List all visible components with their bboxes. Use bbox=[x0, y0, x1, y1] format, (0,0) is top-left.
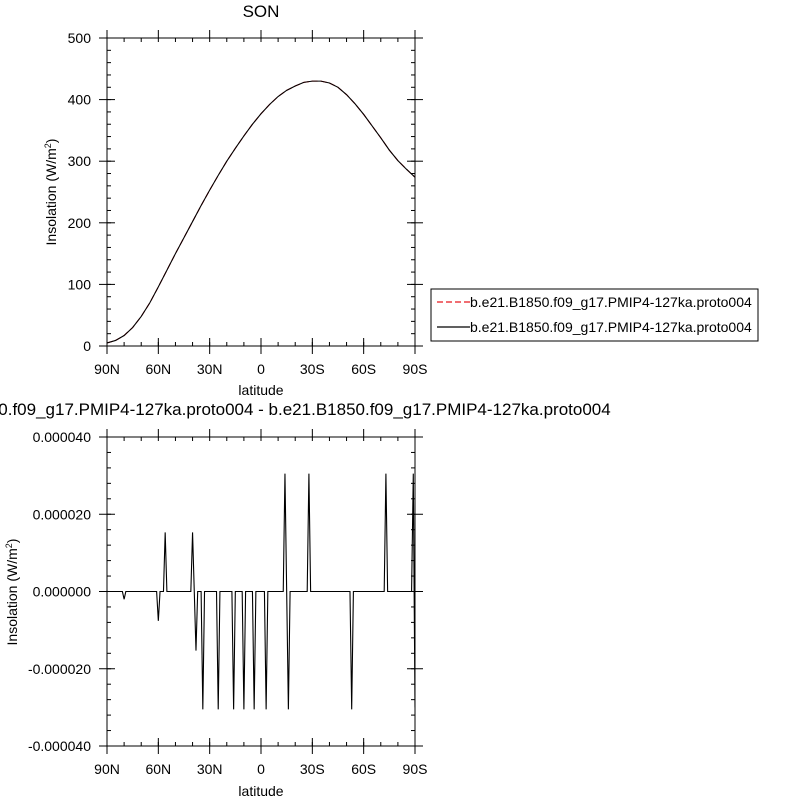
bottom-x-tick-label: 60S bbox=[351, 761, 376, 777]
top-plot-frame bbox=[106, 37, 416, 347]
bottom-y-tick-label: -0.000020 bbox=[28, 661, 91, 677]
top-x-tick-label: 30N bbox=[197, 361, 223, 377]
top-y-tick-label: 400 bbox=[68, 92, 92, 108]
bottom-y-tick-label: 0.000020 bbox=[33, 506, 92, 522]
bottom-plot-frame bbox=[106, 436, 416, 747]
top-y-tick-label: 300 bbox=[68, 153, 92, 169]
top-x-tick-label: 0 bbox=[257, 361, 265, 377]
bottom-y-label-tail: ) bbox=[4, 539, 20, 544]
top-x-tick-label: 90S bbox=[403, 361, 428, 377]
bottom-panel: b.e21.B1850.f09_g17.PMIP4-127ka.proto004… bbox=[0, 400, 611, 799]
top-series-line-2 bbox=[107, 80, 415, 344]
bottom-y-tick-label: 0.000040 bbox=[33, 429, 92, 445]
bottom-x-axis-label: latitude bbox=[238, 783, 283, 799]
top-x-tick-label: 30S bbox=[300, 361, 325, 377]
bottom-series-line-1 bbox=[107, 473, 415, 710]
top-y-label-main: Insolation (W/m bbox=[43, 148, 59, 245]
bottom-x-tick-label: 30S bbox=[300, 761, 325, 777]
bottom-x-tick-label: 30N bbox=[197, 761, 223, 777]
top-y-tick-label: 0 bbox=[83, 338, 91, 354]
top-panel: SON latitude Insolation (W/m2) 90N 60N 30N… bbox=[43, 2, 427, 398]
bottom-y-label-sup: 2 bbox=[4, 543, 14, 548]
legend: b.e21.B1850.f09_g17.PMIP4-127ka.proto004… bbox=[430, 288, 759, 342]
top-y-label-tail: ) bbox=[43, 139, 59, 144]
legend-box bbox=[430, 288, 759, 342]
top-x-axis-label: latitude bbox=[238, 382, 283, 398]
bottom-y-label-main: Insolation (W/m bbox=[4, 548, 20, 645]
top-x-tick-label: 90N bbox=[94, 361, 120, 377]
top-y-axis-label: Insolation (W/m2) bbox=[43, 139, 59, 246]
top-x-tick-label: 60S bbox=[351, 361, 376, 377]
bottom-x-tick-label: 0 bbox=[257, 761, 265, 777]
top-y-tick-label: 100 bbox=[68, 276, 92, 292]
bottom-y-tick-label: -0.000040 bbox=[28, 738, 91, 754]
top-chart-title: SON bbox=[243, 2, 280, 21]
bottom-x-tick-label: 60N bbox=[145, 761, 171, 777]
top-y-tick-label: 500 bbox=[68, 30, 92, 46]
bottom-x-tick-label: 90S bbox=[403, 761, 428, 777]
top-y-label-sup: 2 bbox=[43, 143, 53, 148]
top-series-line-1 bbox=[107, 80, 415, 344]
bottom-x-tick-label: 90N bbox=[94, 761, 120, 777]
bottom-y-axis-label: Insolation (W/m2) bbox=[4, 539, 20, 646]
bottom-chart-title: b.e21.B1850.f09_g17.PMIP4-127ka.proto004… bbox=[0, 400, 611, 419]
legend-label-series-2: b.e21.B1850.f09_g17.PMIP4-127ka.proto004 bbox=[470, 319, 752, 335]
top-x-tick-label: 60N bbox=[145, 361, 171, 377]
bottom-y-tick-label: 0.000000 bbox=[33, 584, 92, 600]
top-y-tick-label: 200 bbox=[68, 215, 92, 231]
legend-label-series-1: b.e21.B1850.f09_g17.PMIP4-127ka.proto004 bbox=[470, 294, 752, 310]
